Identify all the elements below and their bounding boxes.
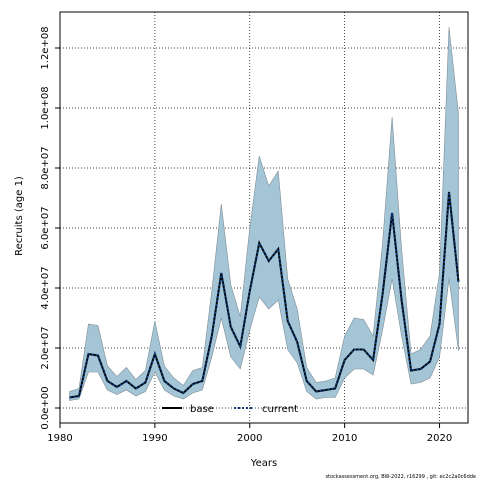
legend-label-base: base: [190, 404, 214, 415]
y-tick-label: 6.0e+07: [40, 206, 51, 249]
legend-label-current: current: [262, 404, 298, 415]
y-tick-label: 0.0e+00: [40, 386, 51, 429]
x-tick-label: 2010: [332, 433, 357, 444]
y-axis: 0.0e+00 2.0e+07 4.0e+07 6.0e+07 8.0e+07 1.0e+…: [40, 26, 60, 430]
plot-frame: [59, 11, 469, 424]
x-tick-label: 1990: [142, 433, 167, 444]
y-tick-label: 8.0e+07: [40, 146, 51, 189]
y-tick-label: 2.0e+07: [40, 326, 51, 369]
x-tick-label: 2020: [427, 433, 452, 444]
y-tick-label: 1.2e+08: [40, 26, 51, 69]
y-axis-title: Recruits (age 1): [14, 176, 25, 256]
x-axis: 1980 1990 2000 2010 2020: [47, 423, 452, 444]
confidence-band: [69, 26, 459, 401]
x-tick-label: 2000: [237, 433, 262, 444]
y-tick-label: 4.0e+07: [40, 266, 51, 309]
x-axis-title: Years: [250, 458, 277, 469]
footnote: stockassessment.org, BW-2022, r16299 , g…: [325, 474, 476, 480]
legend: base current: [162, 404, 298, 415]
x-tick-label: 1980: [47, 433, 72, 444]
series-line-current: [69, 191, 460, 399]
y-tick-label: 1.0e+08: [40, 86, 51, 129]
